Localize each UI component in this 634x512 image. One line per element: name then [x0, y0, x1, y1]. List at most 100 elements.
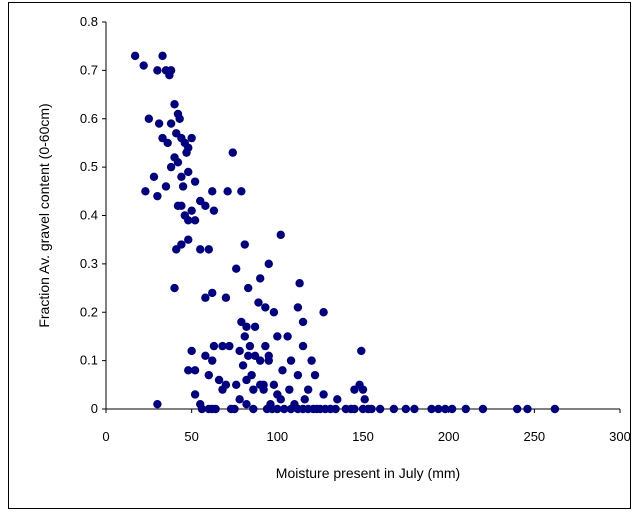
- y-tick-label: 0.6: [80, 111, 98, 126]
- data-point: [513, 404, 522, 414]
- y-tick-label: 0.1: [80, 353, 98, 368]
- data-point: [149, 172, 159, 181]
- data-point: [196, 245, 205, 254]
- data-point: [182, 148, 191, 157]
- data-point: [295, 279, 304, 288]
- data-point: [300, 395, 309, 404]
- data-point: [235, 395, 244, 404]
- data-point: [447, 404, 457, 414]
- data-point: [211, 404, 220, 414]
- data-point: [244, 283, 253, 293]
- data-point: [208, 356, 217, 365]
- data-point: [153, 399, 162, 409]
- data-point: [242, 399, 251, 409]
- y-tick-label: 0.3: [80, 256, 98, 271]
- data-point: [209, 341, 219, 351]
- data-point: [201, 351, 210, 360]
- data-point: [307, 356, 316, 365]
- data-point: [240, 240, 249, 249]
- data-point: [218, 385, 227, 394]
- data-point: [187, 346, 196, 356]
- data-point: [187, 133, 196, 143]
- data-point: [267, 404, 277, 414]
- data-point: [285, 385, 294, 394]
- data-point: [223, 187, 232, 196]
- y-tick-label: 0.5: [80, 159, 98, 174]
- data-point: [165, 71, 174, 80]
- data-point: [401, 404, 411, 414]
- data-point: [276, 395, 285, 404]
- data-point: [293, 370, 303, 380]
- data-point: [235, 346, 244, 356]
- data-point: [523, 404, 532, 414]
- data-point: [221, 293, 231, 302]
- data-point: [346, 404, 356, 414]
- data-point: [237, 187, 246, 196]
- data-point: [264, 356, 273, 365]
- data-point: [290, 399, 299, 409]
- data-point: [278, 366, 287, 375]
- data-point: [358, 385, 368, 394]
- data-point: [319, 390, 328, 399]
- data-point: [261, 341, 270, 351]
- x-axis-title: Moisture present in July (mm): [276, 465, 460, 481]
- data-point: [298, 341, 308, 351]
- x-tick-label: 200: [438, 429, 460, 444]
- data-point: [261, 303, 270, 312]
- x-tick-label: 100: [266, 429, 288, 444]
- data-point: [478, 404, 488, 414]
- y-tick-label: 0.7: [80, 62, 98, 77]
- x-tick-label: 50: [184, 429, 198, 444]
- data-point: [410, 404, 419, 414]
- data-point: [161, 182, 171, 191]
- data-point: [208, 187, 217, 196]
- data-point: [173, 158, 183, 167]
- data-point: [130, 51, 140, 61]
- data-point: [170, 100, 179, 109]
- data-point: [283, 332, 292, 341]
- data-point: [242, 375, 251, 385]
- data-point: [190, 177, 200, 186]
- data-point: [139, 61, 148, 70]
- data-point: [190, 390, 200, 399]
- y-tick-label: 0: [91, 401, 98, 416]
- data-point: [228, 148, 237, 157]
- data-point: [298, 317, 308, 327]
- data-point: [204, 245, 213, 254]
- data-point: [201, 293, 210, 302]
- data-point: [170, 283, 179, 293]
- data-point: [240, 332, 249, 341]
- data-point: [163, 138, 172, 148]
- data-point: [256, 356, 265, 365]
- data-point: [184, 167, 193, 177]
- data-point: [184, 366, 193, 375]
- data-point: [249, 385, 258, 394]
- data-point: [250, 322, 260, 331]
- data-point: [208, 288, 217, 298]
- data-point: [310, 370, 320, 380]
- data-point: [238, 361, 248, 370]
- data-point: [303, 385, 313, 394]
- data-point: [276, 230, 285, 240]
- data-point: [434, 404, 443, 414]
- data-point: [360, 395, 369, 404]
- data-point: [172, 245, 181, 254]
- data-point: [256, 274, 265, 283]
- data-point: [309, 404, 318, 414]
- data-point: [293, 303, 303, 312]
- data-point: [153, 191, 162, 201]
- data-point: [319, 308, 328, 317]
- data-point: [225, 341, 234, 351]
- data-point: [190, 216, 200, 225]
- x-tick-label: 250: [523, 429, 545, 444]
- data-point: [273, 332, 282, 341]
- data-point: [175, 114, 184, 123]
- data-point: [461, 404, 470, 414]
- data-point: [190, 366, 200, 375]
- data-point: [427, 404, 436, 414]
- data-point: [177, 201, 186, 211]
- data-point: [153, 66, 162, 75]
- data-point: [254, 298, 263, 307]
- data-point: [218, 341, 227, 351]
